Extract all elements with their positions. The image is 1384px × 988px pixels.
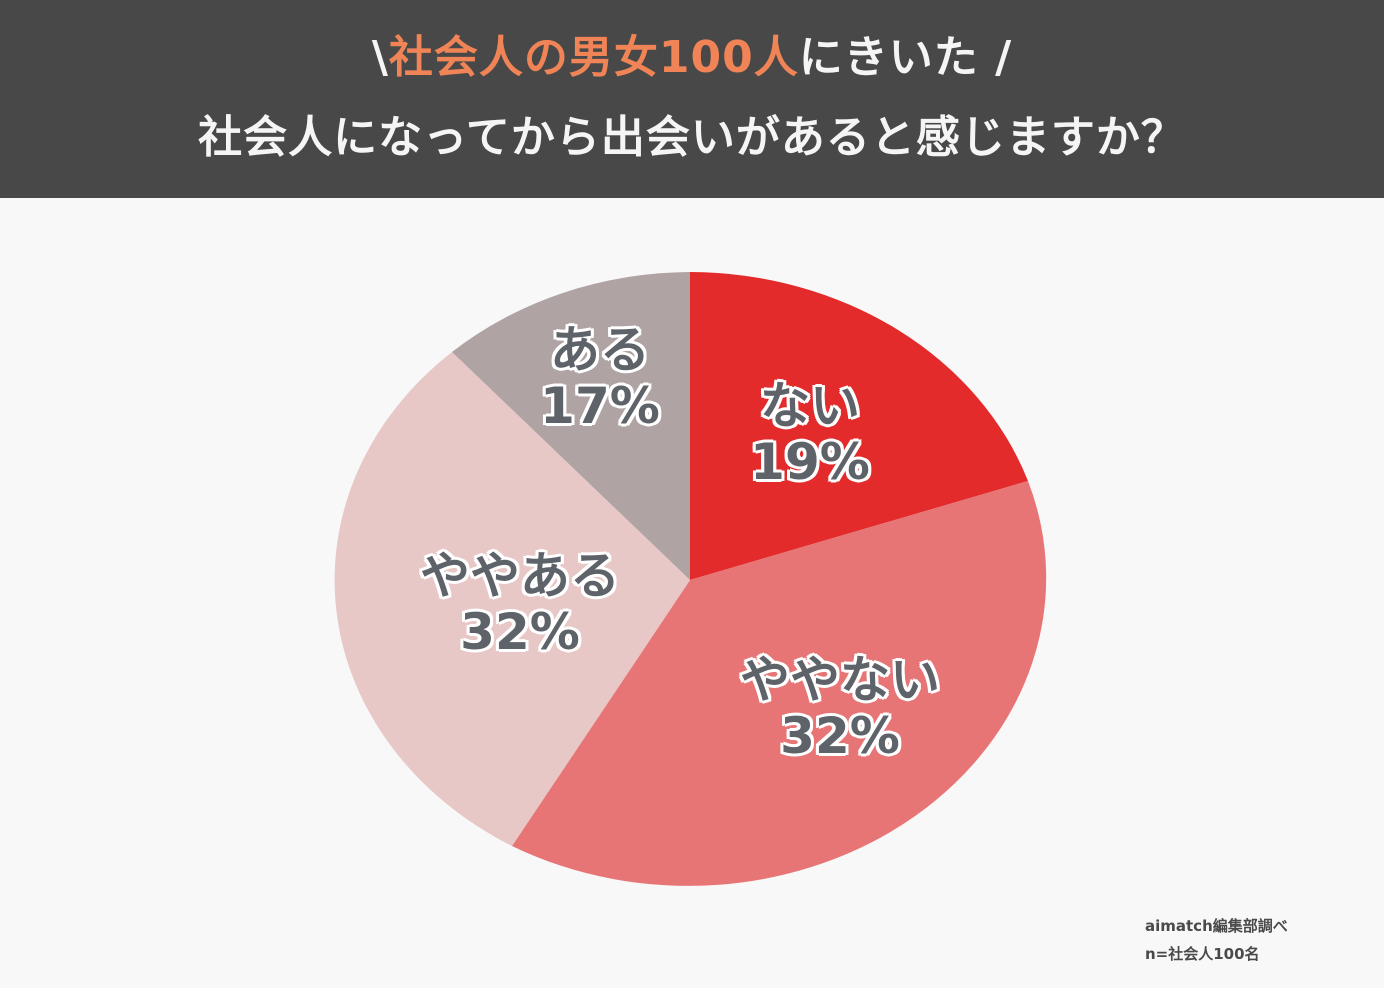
- label-aru-value: 17%: [540, 377, 660, 435]
- slice-yaya-aru: [334, 352, 690, 846]
- title-suffix: にきいた /: [798, 32, 1013, 83]
- title-prefix: \: [371, 32, 389, 83]
- label-yaya-nai-name: ややない: [740, 651, 940, 709]
- label-yaya-aru-name: ややある: [420, 547, 620, 605]
- title-accent: 社会人の男女100人: [388, 32, 799, 83]
- slice-aru: [452, 272, 690, 580]
- label-yaya-aru: ややある 32%: [380, 548, 660, 660]
- label-yaya-aru-value: 32%: [460, 603, 580, 661]
- title-line-2: 社会人になってから出会いがあると感じますか？: [198, 112, 1186, 163]
- label-aru-name: ある: [550, 321, 650, 379]
- slice-nai: [690, 272, 1028, 580]
- source-note: aimatch編集部調べ n=社会人100名: [1145, 912, 1288, 968]
- label-nai-value: 19%: [750, 433, 870, 491]
- header-banner: \社会人の男女100人にきいた / 社会人になってから出会いがあると感じますか？: [0, 0, 1384, 198]
- slice-yaya-nai: [512, 481, 1047, 886]
- source-line-1: aimatch編集部調べ: [1145, 917, 1288, 935]
- title-line-1: \社会人の男女100人にきいた /: [0, 28, 1384, 88]
- label-yaya-nai: ややない 32%: [700, 652, 980, 764]
- label-nai-name: ない: [760, 377, 860, 435]
- label-yaya-nai-value: 32%: [780, 707, 900, 765]
- label-aru: ある 17%: [500, 322, 700, 434]
- source-line-2: n=社会人100名: [1145, 945, 1260, 963]
- label-nai: ない 19%: [710, 378, 910, 490]
